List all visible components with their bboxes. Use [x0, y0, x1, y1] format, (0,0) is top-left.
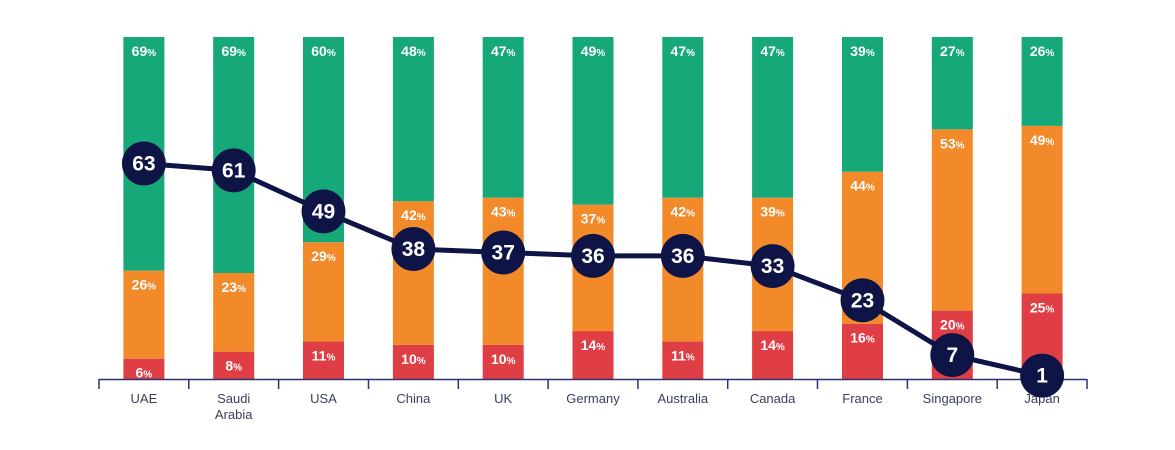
- bar-segment: [842, 323, 883, 379]
- net-score-marker: [481, 230, 526, 275]
- net-score-label: 61: [222, 159, 246, 182]
- bar-segment: [1021, 125, 1063, 294]
- x-tick-label: Australia: [658, 391, 709, 406]
- net-score-marker: [571, 233, 615, 278]
- bar-segment: [752, 37, 794, 198]
- bar-value-label: 42%: [401, 207, 426, 223]
- x-tick-label: France: [842, 391, 882, 406]
- bar-value-label: 53%: [940, 135, 965, 151]
- bar-value-label: 49%: [1030, 132, 1055, 148]
- bar-value-label: 23%: [221, 279, 246, 295]
- bar-value-label: 47%: [760, 43, 785, 59]
- x-tick-label: Germany: [566, 391, 620, 406]
- bar-value-label: 69%: [132, 43, 157, 59]
- net-score-label: 7: [946, 344, 958, 367]
- net-score-marker: [121, 141, 166, 186]
- bar-value-label: 48%: [401, 43, 426, 59]
- bar-value-label: 47%: [491, 43, 516, 59]
- bar-segment: [482, 344, 524, 379]
- bar-value-label: 39%: [850, 43, 875, 59]
- bar-value-label: 20%: [940, 317, 965, 333]
- bar-segment: [842, 37, 883, 172]
- bar-value-label: 60%: [311, 43, 336, 59]
- x-tick-label: USA: [310, 391, 337, 406]
- bar-segment: [482, 37, 524, 198]
- bar-value-label: 26%: [132, 277, 157, 293]
- bar-value-label: 27%: [940, 43, 965, 59]
- net-score-marker: [840, 278, 885, 323]
- bar-segment: [662, 37, 704, 198]
- bars-layer: 6% 26% 69% 8% 23% 69% 11% 29% 60% 10% 42% 48% 10% 43%…: [123, 37, 1063, 381]
- x-tick-label: Singapore: [923, 391, 982, 406]
- net-score-marker: [301, 189, 346, 234]
- bar-value-label: 10%: [401, 351, 426, 367]
- x-tick-label: China: [396, 391, 431, 406]
- x-tick-label: UAE: [131, 391, 158, 406]
- bar-value-label: 69%: [221, 43, 246, 59]
- x-tick-label: Saudi Arabia: [215, 391, 253, 422]
- bar-segment: [123, 358, 165, 379]
- net-score-label: 33: [761, 255, 784, 278]
- net-score-label: 1: [1036, 365, 1048, 388]
- net-score-label: 37: [492, 242, 515, 265]
- bar-segment: [931, 37, 973, 130]
- net-score-label: 49: [312, 200, 335, 223]
- bar-segment: [303, 242, 344, 342]
- net-score-marker: [391, 227, 436, 271]
- x-axis: UAE Saudi Arabia USA China UK Germany Australia…: [98, 378, 1088, 422]
- bar-value-label: 10%: [491, 351, 516, 367]
- bar-value-label: 44%: [850, 178, 875, 194]
- net-score-label: 63: [132, 153, 155, 176]
- bar-segment: [392, 37, 434, 202]
- net-score-label: 36: [581, 245, 604, 268]
- bar-value-label: 43%: [491, 204, 516, 220]
- net-score-label: 38: [402, 238, 426, 261]
- bar-value-label: 11%: [312, 347, 336, 363]
- bar-value-label: 29%: [311, 248, 336, 264]
- bar-value-label: 26%: [1030, 43, 1055, 59]
- net-score-marker: [930, 333, 975, 378]
- bar-segment: [303, 341, 344, 379]
- net-score-marker: [660, 233, 705, 278]
- bar-segment: [752, 331, 794, 379]
- bar-segment: [662, 341, 704, 379]
- bar-value-label: 14%: [760, 337, 785, 353]
- bar-segment: [392, 201, 434, 345]
- bar-segment: [392, 344, 434, 379]
- net-score-label: 23: [851, 289, 874, 312]
- bar-segment: [213, 273, 255, 352]
- bar-value-label: 49%: [581, 43, 606, 59]
- bar-value-label: 47%: [671, 43, 696, 59]
- bar-value-label: 39%: [760, 204, 785, 220]
- bar-segment: [572, 37, 614, 205]
- net-score-marker: [1020, 353, 1065, 398]
- bar-segment: [123, 270, 165, 359]
- bar-value-label: 8%: [225, 358, 242, 374]
- net-score-line-layer: 63 61 49 38 37 36 36 33 23 7 1: [121, 141, 1065, 398]
- net-score-marker: [211, 148, 256, 193]
- bar-value-label: 42%: [671, 204, 696, 220]
- bar-segment: [931, 129, 973, 311]
- bar-value-label: 37%: [581, 211, 606, 227]
- x-tick-label: Canada: [750, 391, 796, 406]
- bar-value-label: 6%: [136, 365, 153, 381]
- bar-value-label: 25%: [1030, 300, 1055, 316]
- net-score-label: 36: [671, 245, 694, 268]
- net-score-marker: [750, 244, 795, 289]
- bar-value-label: 16%: [850, 330, 875, 346]
- bar-value-label: 14%: [581, 337, 606, 353]
- bar-segment: [1021, 37, 1063, 126]
- bar-segment: [213, 351, 255, 379]
- bar-segment: [572, 331, 614, 379]
- bar-value-label: 11%: [671, 347, 695, 363]
- x-tick-label: UK: [494, 391, 512, 406]
